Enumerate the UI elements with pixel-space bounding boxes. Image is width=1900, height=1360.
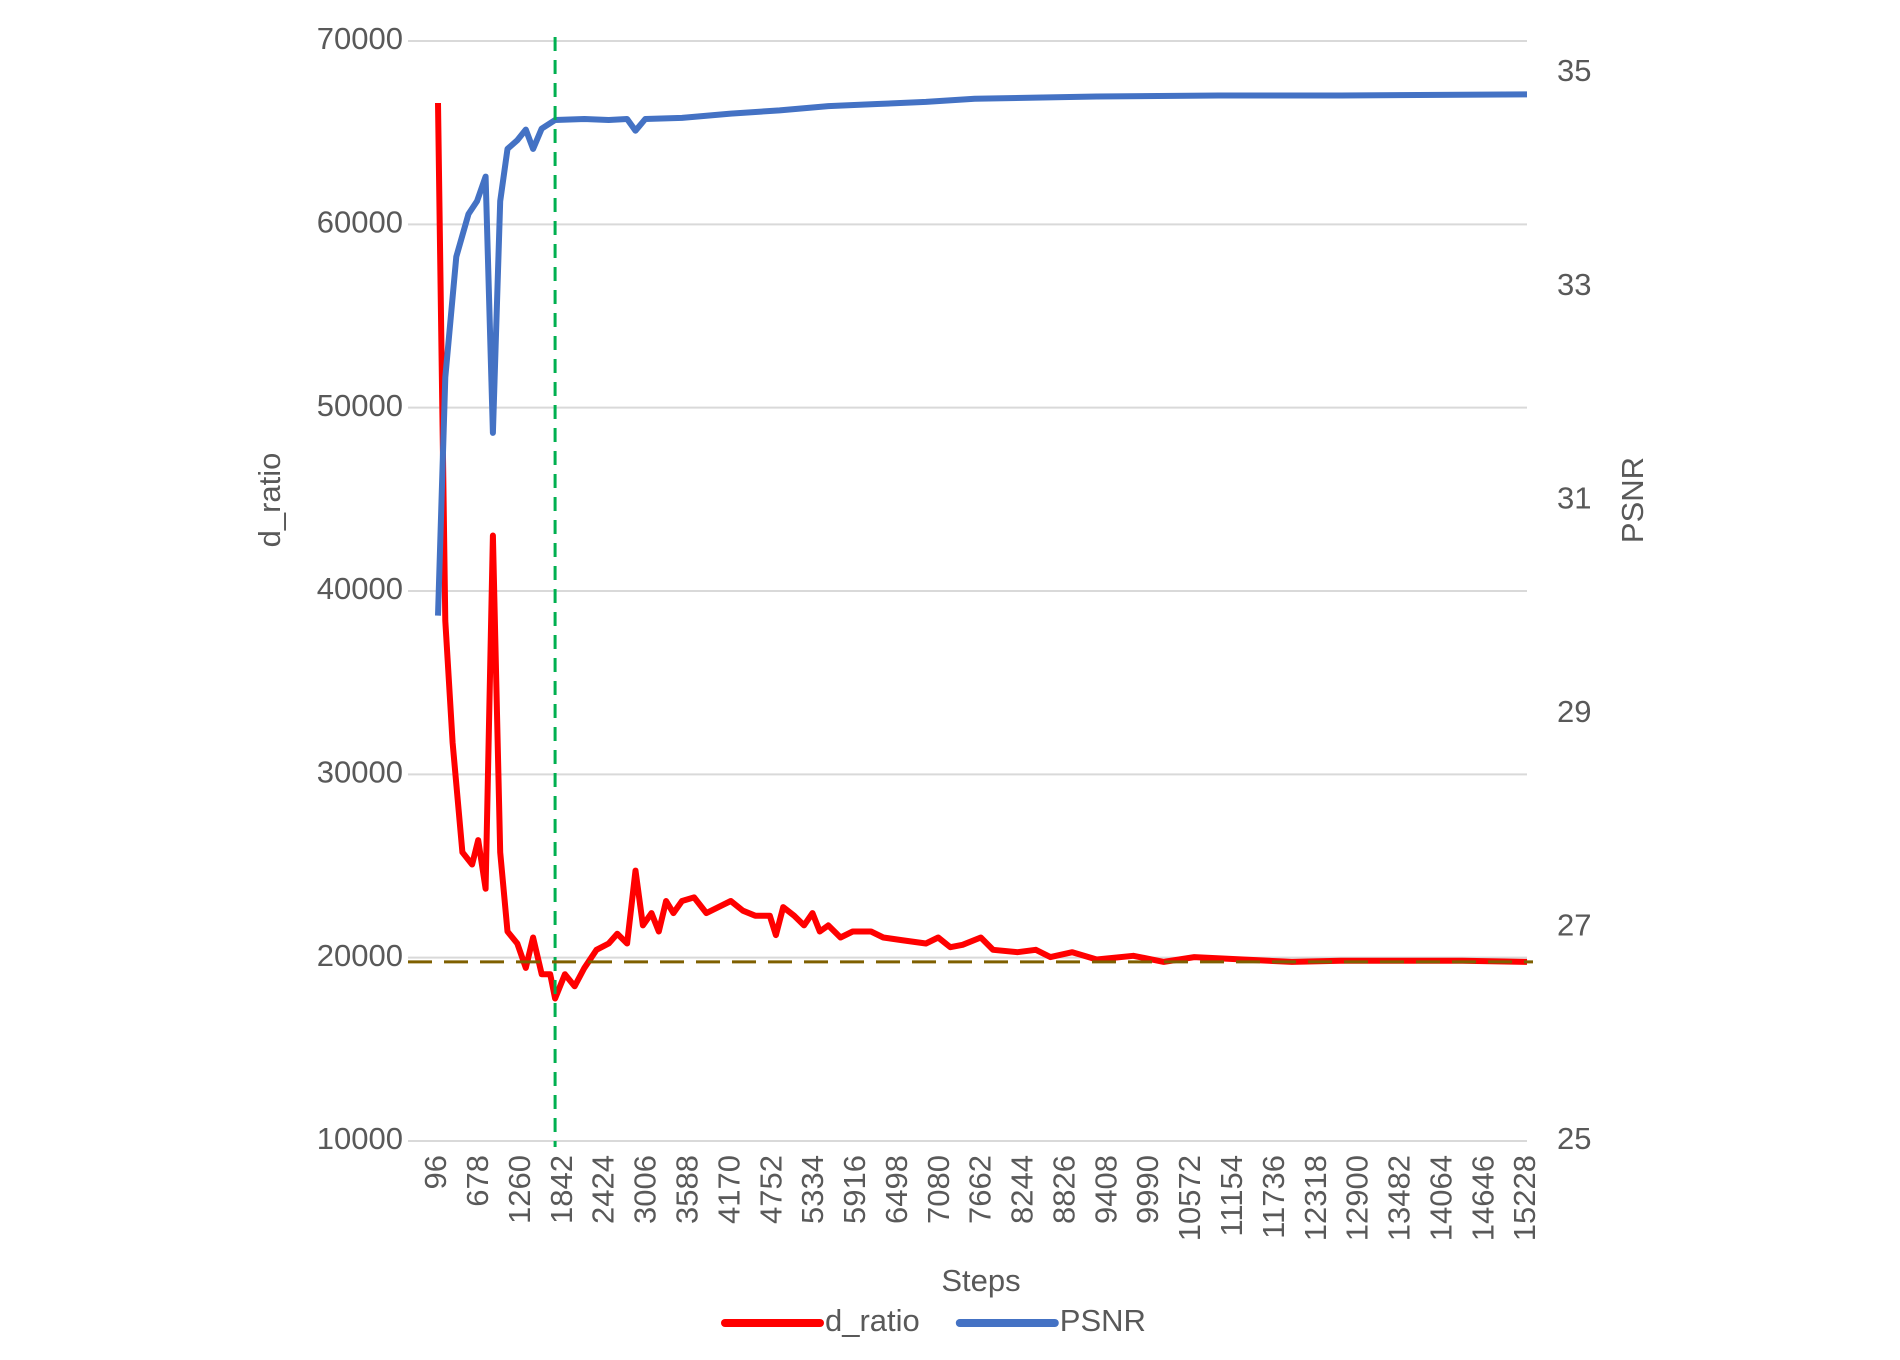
x-tick-label: 5334 xyxy=(795,1155,830,1224)
x-tick-label: 1260 xyxy=(502,1155,537,1224)
x-tick-label: 7080 xyxy=(921,1155,956,1224)
y-tick-label: 20000 xyxy=(317,938,403,973)
y-tick-label: 30000 xyxy=(317,755,403,790)
x-tick-label: 15228 xyxy=(1507,1155,1542,1241)
x-axis-title: Steps xyxy=(941,1263,1020,1298)
y2-tick-label: 25 xyxy=(1557,1121,1591,1156)
x-tick-label: 2424 xyxy=(586,1155,621,1224)
series-line xyxy=(435,91,1528,616)
x-tick-label: 3588 xyxy=(669,1155,704,1224)
legend-label: d_ratio xyxy=(825,1303,920,1338)
x-tick-label: 9408 xyxy=(1088,1155,1123,1224)
x-tick-label: 8244 xyxy=(1005,1155,1040,1224)
x-tick-label: 12900 xyxy=(1340,1155,1375,1241)
x-tick-label: 5916 xyxy=(837,1155,872,1224)
x-tick-label: 8826 xyxy=(1046,1155,1081,1224)
y-tick-label: 40000 xyxy=(317,571,403,606)
x-tick-label: 14064 xyxy=(1423,1155,1458,1241)
x-tick-label: 11736 xyxy=(1256,1155,1291,1239)
x-tick-label: 11154 xyxy=(1214,1155,1249,1237)
x-tick-label: 678 xyxy=(460,1155,495,1207)
x-tick-label: 10572 xyxy=(1172,1155,1207,1241)
x-tick-label: 1842 xyxy=(544,1155,579,1224)
y2-tick-label: 33 xyxy=(1557,267,1591,302)
y2-tick-label: 27 xyxy=(1557,908,1591,943)
series-line xyxy=(435,102,1528,1002)
x-tick-label: 12318 xyxy=(1298,1155,1333,1241)
y2-tick-label: 35 xyxy=(1557,53,1591,88)
y2-tick-label: 31 xyxy=(1557,480,1591,515)
y-axis-title: d_ratio xyxy=(252,453,287,548)
y-tick-label: 50000 xyxy=(317,388,403,423)
y-tick-label: 60000 xyxy=(317,205,403,240)
y-tick-label: 10000 xyxy=(317,1121,403,1156)
y2-axis-title: PSNR xyxy=(1615,457,1650,543)
x-tick-label: 96 xyxy=(418,1155,453,1189)
legend-label: PSNR xyxy=(1060,1303,1146,1338)
x-tick-label: 9990 xyxy=(1130,1155,1165,1224)
x-tick-label: 6498 xyxy=(879,1155,914,1224)
y-tick-label: 70000 xyxy=(317,21,403,56)
x-tick-label: 4752 xyxy=(753,1155,788,1224)
y2-tick-label: 29 xyxy=(1557,694,1591,729)
x-tick-label: 4170 xyxy=(711,1155,746,1224)
x-tick-label: 3006 xyxy=(628,1155,663,1224)
x-tick-label: 7662 xyxy=(963,1155,998,1224)
x-tick-label: 13482 xyxy=(1382,1155,1417,1241)
x-tick-label: 14646 xyxy=(1465,1155,1500,1241)
